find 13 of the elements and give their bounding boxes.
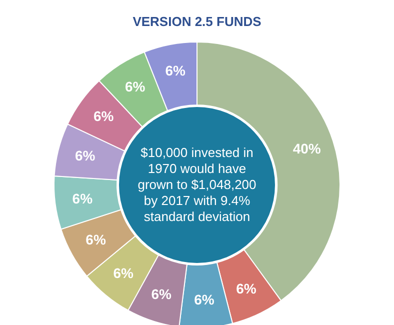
data-label: 40%	[292, 140, 322, 156]
data-label: 6%	[165, 62, 186, 79]
data-label: 6%	[93, 108, 114, 124]
text: $10,000 invested in 1970 would have grown to $1,048,200 by 2017 with 9.4% standard deviation	[138, 145, 256, 224]
data-label: 6%	[194, 291, 215, 308]
data-label: 6%	[86, 232, 106, 248]
data-label: 6%	[113, 264, 134, 281]
data-label: 6%	[72, 190, 94, 206]
data-label: 6%	[75, 147, 96, 164]
data-label: 6%	[236, 280, 257, 297]
data-label: 6%	[124, 78, 146, 94]
data-label: 6%	[151, 286, 172, 302]
chart-title: VERSION 2.5 FUNDS	[132, 14, 262, 29]
